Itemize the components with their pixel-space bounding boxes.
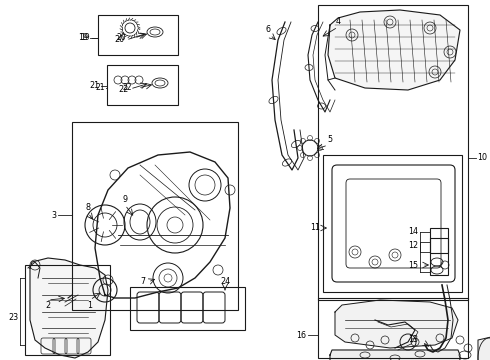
Text: 6: 6	[266, 26, 270, 35]
Bar	[25, 265, 110, 355]
Text: 1: 1	[88, 301, 93, 310]
Text: 3: 3	[51, 211, 56, 220]
Polygon shape	[330, 350, 460, 360]
Text: 22: 22	[122, 84, 131, 93]
Text: 7: 7	[140, 278, 145, 287]
Text: 11: 11	[310, 224, 320, 233]
Text: 23: 23	[8, 314, 18, 323]
Bar	[98, 15, 178, 55]
Text: 14: 14	[408, 228, 418, 237]
Bar	[318, 5, 468, 300]
Text: 8: 8	[85, 203, 91, 212]
Text: 15: 15	[408, 261, 418, 270]
Polygon shape	[328, 10, 460, 90]
Text: 22: 22	[118, 85, 128, 94]
Bar	[430, 228, 448, 253]
Text: 2: 2	[46, 301, 50, 310]
Bar	[72, 122, 238, 310]
Polygon shape	[478, 330, 490, 360]
Text: 9: 9	[122, 195, 127, 204]
Text: 13: 13	[408, 336, 418, 345]
Text: 5: 5	[327, 135, 333, 144]
Text: 20: 20	[116, 33, 125, 42]
Text: 24: 24	[220, 278, 230, 287]
Text: 12: 12	[408, 240, 418, 249]
Text: 19: 19	[80, 33, 90, 42]
Polygon shape	[335, 300, 458, 348]
Polygon shape	[30, 258, 108, 358]
Bar	[318, 298, 468, 358]
Text: 10: 10	[477, 153, 487, 162]
Bar	[430, 238, 448, 275]
Text: 21: 21	[96, 84, 105, 93]
Bar	[130, 287, 245, 330]
Text: 19: 19	[78, 33, 88, 42]
Bar	[107, 65, 178, 105]
Text: 21: 21	[89, 81, 99, 90]
Bar	[323, 155, 462, 292]
Text: 16: 16	[296, 330, 306, 339]
Text: 20: 20	[114, 36, 124, 45]
Text: 4: 4	[336, 18, 341, 27]
